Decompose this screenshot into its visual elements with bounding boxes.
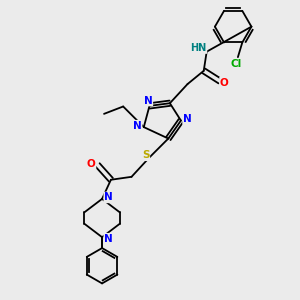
Text: Cl: Cl — [231, 59, 242, 69]
Text: HN: HN — [190, 43, 207, 53]
Text: N: N — [104, 192, 113, 203]
Text: N: N — [183, 114, 192, 124]
Text: N: N — [104, 234, 113, 244]
Text: N: N — [144, 96, 152, 106]
Text: O: O — [87, 159, 96, 169]
Text: O: O — [220, 78, 229, 88]
Text: S: S — [142, 150, 149, 160]
Text: N: N — [133, 121, 142, 130]
